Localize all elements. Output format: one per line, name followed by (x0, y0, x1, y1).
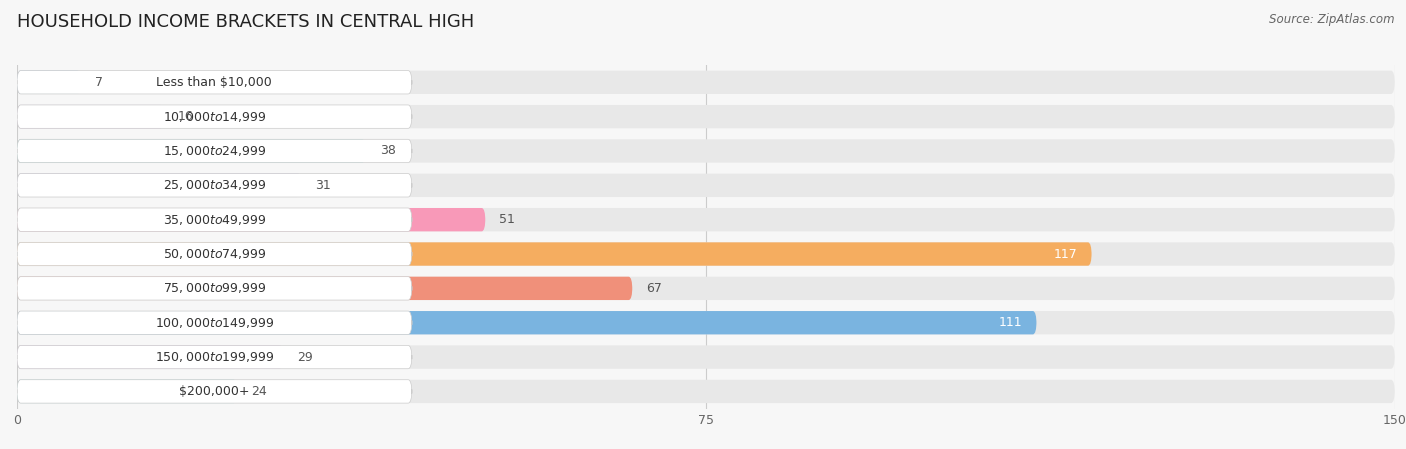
Text: 16: 16 (177, 110, 194, 123)
Text: 31: 31 (315, 179, 332, 192)
FancyBboxPatch shape (17, 174, 302, 197)
FancyBboxPatch shape (17, 174, 1395, 197)
FancyBboxPatch shape (17, 139, 412, 163)
Text: 24: 24 (252, 385, 267, 398)
FancyBboxPatch shape (17, 174, 412, 197)
Text: $100,000 to $149,999: $100,000 to $149,999 (155, 316, 274, 330)
FancyBboxPatch shape (17, 277, 412, 300)
FancyBboxPatch shape (17, 242, 1395, 266)
FancyBboxPatch shape (17, 208, 412, 231)
Text: 51: 51 (499, 213, 515, 226)
FancyBboxPatch shape (17, 380, 1395, 403)
Text: 117: 117 (1054, 247, 1078, 260)
Text: Source: ZipAtlas.com: Source: ZipAtlas.com (1270, 13, 1395, 26)
FancyBboxPatch shape (17, 380, 238, 403)
FancyBboxPatch shape (17, 345, 283, 369)
Text: 7: 7 (96, 76, 103, 89)
Text: $10,000 to $14,999: $10,000 to $14,999 (163, 110, 266, 123)
FancyBboxPatch shape (17, 70, 82, 94)
Text: HOUSEHOLD INCOME BRACKETS IN CENTRAL HIGH: HOUSEHOLD INCOME BRACKETS IN CENTRAL HIG… (17, 13, 474, 31)
FancyBboxPatch shape (17, 277, 1395, 300)
FancyBboxPatch shape (17, 139, 366, 163)
FancyBboxPatch shape (17, 242, 1091, 266)
Text: 29: 29 (297, 351, 312, 364)
FancyBboxPatch shape (17, 311, 1395, 335)
FancyBboxPatch shape (17, 311, 412, 335)
Text: 111: 111 (1000, 316, 1022, 329)
FancyBboxPatch shape (17, 208, 485, 231)
Text: $75,000 to $99,999: $75,000 to $99,999 (163, 282, 266, 295)
FancyBboxPatch shape (17, 277, 633, 300)
Text: $25,000 to $34,999: $25,000 to $34,999 (163, 178, 266, 192)
Text: $200,000+: $200,000+ (179, 385, 250, 398)
FancyBboxPatch shape (17, 70, 1395, 94)
FancyBboxPatch shape (17, 380, 412, 403)
FancyBboxPatch shape (17, 105, 165, 128)
FancyBboxPatch shape (17, 311, 1036, 335)
FancyBboxPatch shape (17, 70, 412, 94)
Text: 38: 38 (380, 145, 395, 158)
FancyBboxPatch shape (17, 139, 1395, 163)
FancyBboxPatch shape (17, 345, 412, 369)
Text: $35,000 to $49,999: $35,000 to $49,999 (163, 213, 266, 227)
FancyBboxPatch shape (17, 345, 1395, 369)
Text: $15,000 to $24,999: $15,000 to $24,999 (163, 144, 266, 158)
FancyBboxPatch shape (17, 105, 412, 128)
FancyBboxPatch shape (17, 242, 412, 266)
Text: 67: 67 (647, 282, 662, 295)
FancyBboxPatch shape (17, 105, 1395, 128)
FancyBboxPatch shape (17, 208, 1395, 231)
Text: $150,000 to $199,999: $150,000 to $199,999 (155, 350, 274, 364)
Text: Less than $10,000: Less than $10,000 (156, 76, 273, 89)
Text: $50,000 to $74,999: $50,000 to $74,999 (163, 247, 266, 261)
